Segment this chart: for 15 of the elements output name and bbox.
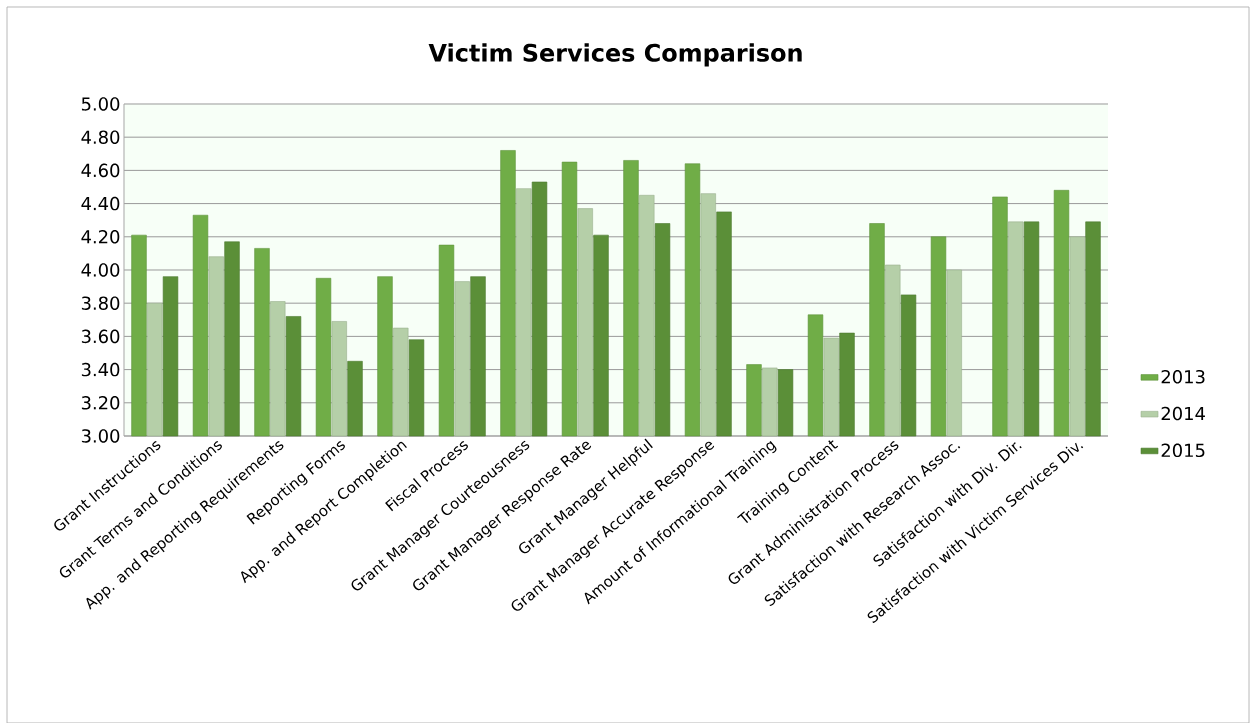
chart-title: Victim Services Comparison [428,43,802,67]
legend-label: 2015 [1161,443,1205,458]
y-tick-label: 4.20 [81,230,120,244]
y-tick-label: 4.80 [81,130,120,144]
legend-label: 2014 [1161,406,1205,421]
y-tick-label: 3.20 [81,396,120,410]
y-tick-label: 3.00 [81,429,120,443]
y-tick-label: 3.80 [81,296,120,310]
y-tick-label: 4.60 [81,163,120,178]
y-tick-label: 3.60 [81,329,120,344]
y-tick-label: 3.40 [81,362,120,377]
y-tick-label: 5.00 [81,97,120,111]
y-tick-label: 4.00 [81,263,120,277]
y-tick-label: 4.40 [81,196,120,211]
legend-label: 2013 [1161,369,1205,384]
